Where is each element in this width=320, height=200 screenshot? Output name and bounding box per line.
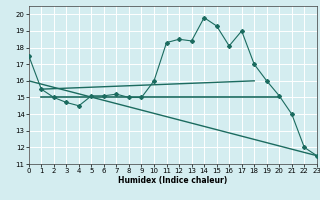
X-axis label: Humidex (Indice chaleur): Humidex (Indice chaleur) <box>118 176 228 185</box>
